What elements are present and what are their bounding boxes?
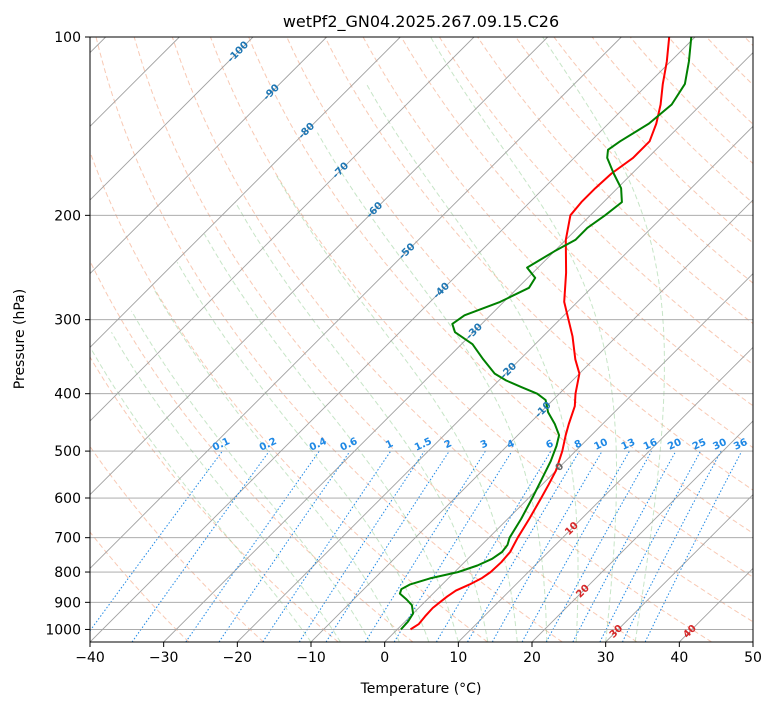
plot-frame <box>89 36 754 643</box>
dry-adiabat <box>171 37 712 642</box>
x-tick-label: 20 <box>523 650 541 666</box>
mixing-ratio-line <box>621 450 722 642</box>
y-tick-label: 100 <box>54 30 81 46</box>
mixing-ratio-label: 30 <box>711 437 728 453</box>
moist-adiabat <box>111 331 341 642</box>
moist-adiabat <box>316 132 548 642</box>
mixing-ratio-label: 8 <box>573 438 584 451</box>
background-lines <box>90 37 753 642</box>
moist-adiabat <box>130 310 371 642</box>
y-tick-label: 800 <box>54 565 81 581</box>
mixing-ratio-label: 25 <box>691 437 708 453</box>
mixing-ratio-line <box>298 450 425 642</box>
moist-adiabat <box>203 233 459 642</box>
isotherm-line <box>90 37 622 569</box>
y-axis-label: Pressure (hPa) <box>12 289 28 389</box>
x-tick-label: −10 <box>296 650 326 666</box>
y-tick-label: 600 <box>54 491 81 507</box>
mixing-ratio-line <box>599 450 701 642</box>
mixing-ratio-label: 4 <box>506 438 517 451</box>
dry-adiabat <box>95 37 563 642</box>
mixing-ratio-line <box>545 450 653 642</box>
dry-adiabat <box>515 37 753 284</box>
mixing-ratio-line <box>325 450 450 642</box>
isotherm-line <box>458 346 753 642</box>
x-tick-label: −30 <box>149 650 179 666</box>
dry-adiabat <box>438 37 753 366</box>
dry-adiabat <box>90 150 488 642</box>
y-tick-label: 900 <box>54 595 81 611</box>
x-tick-label: 0 <box>380 650 389 666</box>
pressure-grid <box>90 37 753 630</box>
x-axis-label: Temperature (°C) <box>360 681 482 697</box>
mixing-ratio-line <box>393 450 513 642</box>
mixing-ratio-line <box>218 450 351 642</box>
isotherm-line <box>752 641 753 642</box>
dry-adiabat <box>133 37 638 642</box>
y-tick-label: 1000 <box>45 622 81 638</box>
mixing-ratio-label: 16 <box>642 437 659 453</box>
isotherm-line <box>90 37 254 201</box>
mixing-ratio-line <box>572 450 677 642</box>
isotherm-line <box>90 37 401 348</box>
mixing-ratio-line <box>262 450 392 642</box>
dry-adiabat <box>324 37 753 491</box>
y-tick-label: 400 <box>54 387 81 403</box>
plot-background <box>90 37 753 642</box>
mixing-ratio-label: 36 <box>732 437 749 453</box>
mixing-ratio-line <box>131 450 270 642</box>
mixing-ratio-line <box>435 450 552 642</box>
y-axis: 1000 900 800 700 600 500 400 300 200 100 <box>45 30 90 638</box>
dry-adiabat <box>248 37 753 578</box>
y-tick-label: 300 <box>54 313 81 329</box>
x-tick-label: 10 <box>449 650 467 666</box>
mixing-ratio-line <box>644 450 743 642</box>
isotherm-line <box>310 199 753 642</box>
moist-adiabat <box>430 37 617 642</box>
mixing-ratio-label: 3 <box>479 438 490 451</box>
isotherm-line <box>90 37 696 642</box>
moist-adiabat <box>234 201 489 642</box>
y-tick-label: 700 <box>54 531 81 547</box>
isotherm-line <box>90 37 327 275</box>
temperature-profile-line <box>409 37 671 631</box>
moist-adiabat <box>90 347 312 642</box>
moist-adiabat <box>365 83 579 642</box>
x-tick-label: 30 <box>597 650 615 666</box>
isotherm-line <box>90 37 548 496</box>
mixing-ratio-label: 20 <box>666 437 683 453</box>
mixing-ratio-line <box>90 450 223 632</box>
dry-adiabat <box>90 356 339 642</box>
dry-adiabat <box>400 37 753 407</box>
mixing-ratio-label: 13 <box>620 437 637 453</box>
isotherm-line <box>605 494 753 642</box>
mixing-ratio-label: 10 <box>592 437 609 453</box>
mixing-ratio-label: 2 <box>443 438 454 451</box>
isotherm-line <box>384 273 753 642</box>
y-tick-label: 200 <box>54 208 81 224</box>
mixing-ratio-label: 1 <box>384 438 395 451</box>
y-tick-label: 500 <box>54 444 81 460</box>
moist-adiabat <box>542 37 665 642</box>
isotherm-line <box>237 125 753 642</box>
profile-lines <box>398 37 693 631</box>
chart-title: wetPf2_GN04.2025.267.09.15.C26 <box>283 12 559 32</box>
dry-adiabat <box>90 445 264 642</box>
dry-adiabat <box>210 37 753 623</box>
isotherm-line <box>531 420 753 642</box>
x-axis: −40 −30 −20 −10 0 10 20 30 40 50 <box>75 642 762 666</box>
x-tick-label: 50 <box>744 650 762 666</box>
dewpoint-profile-line <box>398 37 693 631</box>
mixing-ratio-line <box>521 450 630 642</box>
x-tick-label: 40 <box>670 650 688 666</box>
isotherm-line <box>90 37 475 422</box>
mixing-ratio-line <box>185 450 320 642</box>
dry-adiabat <box>90 531 190 642</box>
x-tick-label: −40 <box>75 650 105 666</box>
mixing-ratio-label: 6 <box>544 438 555 451</box>
x-tick-label: −20 <box>223 650 253 666</box>
moist-adiabat <box>152 287 400 642</box>
mixing-ratio-line <box>364 450 486 642</box>
